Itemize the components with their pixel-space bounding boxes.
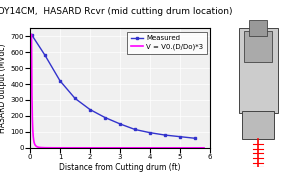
Bar xyxy=(242,111,274,139)
Measured xyxy=(30,33,33,36)
Line: V = V0.(D/Do)*3: V = V0.(D/Do)*3 xyxy=(32,34,204,148)
V = V0.(D/Do)*3 xyxy=(202,147,206,149)
Measured xyxy=(133,128,137,131)
Measured xyxy=(58,80,62,82)
Measured xyxy=(103,117,107,119)
Bar xyxy=(249,20,267,36)
Measured xyxy=(178,136,182,138)
Measured xyxy=(148,132,152,134)
Measured xyxy=(118,123,122,125)
Measured xyxy=(73,97,77,99)
X-axis label: Distance from Cutting drum (ft): Distance from Cutting drum (ft) xyxy=(59,163,181,172)
Bar xyxy=(238,28,278,113)
V = V0.(D/Do)*3 xyxy=(155,147,159,149)
V = V0.(D/Do)*3 xyxy=(30,33,33,36)
Measured xyxy=(43,54,47,56)
V = V0.(D/Do)*3 xyxy=(50,147,54,149)
Y-axis label: HASARD output (MVdc): HASARD output (MVdc) xyxy=(0,43,8,133)
V = V0.(D/Do)*3 xyxy=(98,147,102,149)
V = V0.(D/Do)*3 xyxy=(138,147,142,149)
Measured xyxy=(163,134,167,136)
Line: Measured: Measured xyxy=(30,33,197,140)
V = V0.(D/Do)*3 xyxy=(86,147,89,149)
Text: JOY14CM,  HASARD Rcvr (mid cutting drum location): JOY14CM, HASARD Rcvr (mid cutting drum l… xyxy=(0,7,233,16)
V = V0.(D/Do)*3 xyxy=(154,147,158,149)
Legend: Measured, V = V0.(D/Do)*3: Measured, V = V0.(D/Do)*3 xyxy=(127,32,206,54)
Measured xyxy=(193,137,197,139)
Bar xyxy=(244,31,272,62)
Measured xyxy=(88,108,92,111)
